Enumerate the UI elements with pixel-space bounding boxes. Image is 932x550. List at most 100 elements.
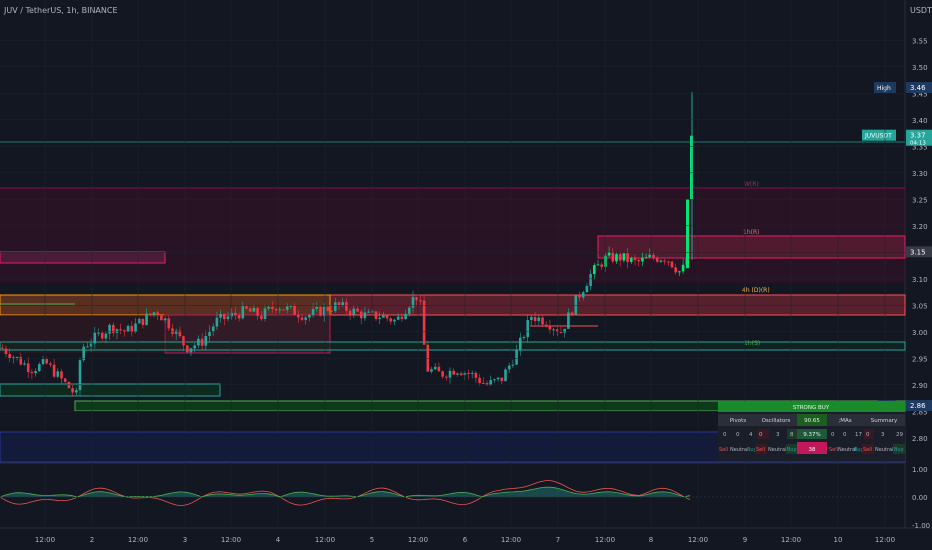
candle-body <box>467 372 470 374</box>
candle-body <box>500 377 504 382</box>
candle-body <box>104 333 108 339</box>
sum-neutral-label: Neutral <box>875 447 893 453</box>
candle-body <box>274 309 278 311</box>
candle-body <box>644 257 648 259</box>
candle-body <box>593 265 596 274</box>
time-tick-label: 2 <box>90 536 94 544</box>
osc-sell-label: Sell <box>756 447 765 453</box>
candle-body <box>600 264 603 267</box>
price-tick-label: 2.85 <box>912 408 928 416</box>
candle-body <box>326 306 330 311</box>
candle-body <box>252 307 256 312</box>
candle-body <box>359 311 363 319</box>
candle-body <box>589 273 592 287</box>
candle-body <box>334 302 337 311</box>
candle-body <box>474 372 478 378</box>
candle-body <box>686 199 689 269</box>
candle-body <box>367 311 370 313</box>
zone-green-small <box>0 383 221 397</box>
candle-body <box>319 306 322 316</box>
time-tick-label: 4 <box>276 536 281 544</box>
price-tick-label: 3.40 <box>912 117 928 125</box>
summary-header-pivots: Pivots <box>730 418 747 424</box>
candle-body <box>400 316 404 320</box>
time-tick-label: 9 <box>743 536 747 544</box>
candle-body <box>112 324 115 333</box>
candle-body <box>374 311 378 319</box>
candle-body <box>652 254 655 258</box>
candle-body <box>315 306 319 309</box>
candle-body <box>71 388 74 393</box>
price-tag-countdown: 04:13 <box>910 141 926 147</box>
candle-body <box>437 366 441 372</box>
candle-body <box>293 305 296 315</box>
candle-body <box>681 264 685 272</box>
candle-body <box>289 305 293 307</box>
candle-body <box>533 316 537 322</box>
candle-body <box>496 377 500 380</box>
summary-score: 90.65 <box>804 418 820 424</box>
summary-score-bg <box>797 414 827 426</box>
candle-body <box>404 313 407 320</box>
price-tick-label: 3.35 <box>912 143 928 151</box>
candle-body <box>511 364 515 366</box>
candle-body <box>152 312 156 315</box>
osc-neutral-label: Neutral <box>768 447 786 453</box>
sum-neutral-count: 3 <box>881 432 885 438</box>
candle-body <box>38 364 41 372</box>
time-tick-label: 12:00 <box>595 536 615 544</box>
mas-buy-count: 17 <box>855 432 862 438</box>
candle-body <box>26 363 30 372</box>
candle-body <box>459 373 463 376</box>
candle-body <box>622 253 626 261</box>
candle-body <box>119 329 122 331</box>
candle-body <box>378 317 381 319</box>
time-tick-label: 10 <box>834 536 843 544</box>
price-axis[interactable]: 3.55 3.50 3.45 3.40 3.35 3.30 3.25 3.20 3.15 3.10… <box>0 37 928 443</box>
candle-body <box>78 360 82 391</box>
mas-neutral-label: Neutral <box>838 447 856 453</box>
candle-body <box>204 336 208 346</box>
summary-header-mas: ;MAs <box>838 418 851 424</box>
candle-body <box>171 328 174 334</box>
candle-body <box>408 307 411 314</box>
candle-body <box>482 382 485 384</box>
summary-highlight: 38 <box>809 447 816 453</box>
osc-tick-label: 0.00 <box>912 494 928 502</box>
candle-body <box>570 312 574 315</box>
candle-body <box>337 302 341 306</box>
price-tag-value: 2.86 <box>910 402 926 410</box>
time-tick-label: 12:00 <box>875 536 895 544</box>
candle-body <box>385 315 389 319</box>
candle-body <box>226 316 230 320</box>
candle-body <box>630 258 633 262</box>
candle-body <box>456 373 459 375</box>
candle-body <box>567 312 570 329</box>
candle-body <box>341 302 344 306</box>
oscillator-pane <box>0 480 691 506</box>
candle-body <box>260 315 263 320</box>
candle-body <box>285 306 289 310</box>
osc-area-green <box>0 487 690 497</box>
candle-body <box>548 325 552 330</box>
summary-panel: STRONG BUY Pivots Oscillators 90.65 ;MAs… <box>718 401 905 461</box>
candle-body <box>618 254 622 261</box>
candle-body <box>237 315 241 319</box>
candle-body <box>60 371 63 379</box>
candle-body <box>445 376 448 378</box>
candle-body <box>23 363 26 365</box>
candle-body <box>100 332 104 339</box>
candle-body <box>300 317 304 320</box>
candle-body <box>93 332 97 344</box>
summary-verdict-bar <box>718 401 905 412</box>
price-tag-value-bg <box>906 400 932 411</box>
candle-body <box>389 318 393 322</box>
price-tick-label: 3.45 <box>912 90 928 98</box>
candle-body <box>15 357 19 359</box>
price-tick-label: 3.25 <box>912 196 928 204</box>
candle-body <box>678 271 681 273</box>
zone-label-1h-res: 1h(R) <box>743 229 759 236</box>
candle-body <box>478 377 481 383</box>
candle-body <box>186 345 189 353</box>
